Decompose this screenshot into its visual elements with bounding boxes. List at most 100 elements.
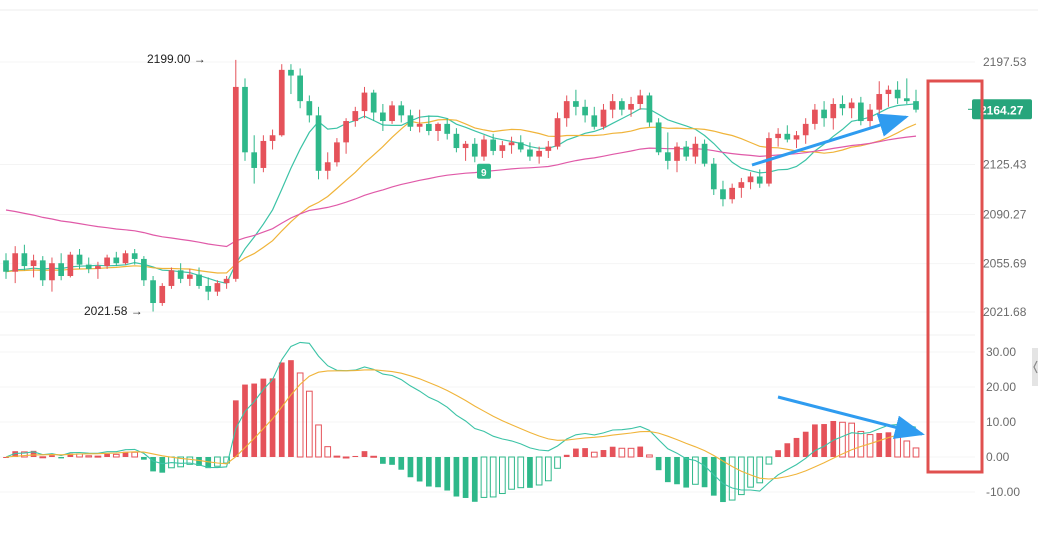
candle-body bbox=[95, 266, 101, 269]
price-axis-tick-label: 2125.43 bbox=[983, 158, 1027, 172]
last-price-tag-bg bbox=[972, 99, 1032, 120]
macd-bar bbox=[866, 434, 874, 458]
macd-bar bbox=[205, 457, 212, 469]
candlestick-series bbox=[3, 59, 919, 312]
candle-body bbox=[39, 260, 46, 281]
candle bbox=[177, 263, 184, 284]
candle bbox=[913, 89, 919, 113]
macd-bar bbox=[288, 360, 294, 457]
highlight-box bbox=[926, 79, 984, 474]
macd-bar bbox=[305, 390, 313, 458]
candle-body bbox=[554, 118, 561, 147]
candle bbox=[232, 59, 239, 282]
candle-body bbox=[462, 143, 469, 149]
candle-body bbox=[839, 103, 846, 109]
candle-body bbox=[867, 109, 873, 122]
low-annotation: 2021.58 → bbox=[84, 304, 143, 318]
macd-bar bbox=[435, 457, 441, 488]
candle-body bbox=[490, 139, 497, 151]
candle bbox=[738, 177, 745, 198]
candle bbox=[582, 99, 588, 123]
candle-body bbox=[232, 86, 239, 279]
candle-body bbox=[812, 109, 818, 124]
macd-bar bbox=[720, 457, 726, 503]
candle bbox=[380, 103, 386, 131]
macd-bar bbox=[508, 456, 515, 490]
macd-bar bbox=[600, 450, 607, 457]
candle bbox=[122, 250, 129, 265]
macd-bar bbox=[94, 455, 102, 458]
candle-body bbox=[67, 254, 74, 277]
macd-bar bbox=[296, 372, 304, 458]
macd-bar bbox=[104, 453, 110, 457]
candle bbox=[481, 135, 487, 161]
macd-bar bbox=[637, 446, 644, 457]
macd-bar bbox=[747, 456, 754, 488]
macd-bar bbox=[425, 457, 432, 487]
macd-bar bbox=[186, 456, 194, 465]
macd-bar bbox=[527, 457, 533, 488]
candle bbox=[499, 140, 506, 159]
macd-bar bbox=[242, 384, 248, 457]
macd-dif-line bbox=[5, 341, 917, 492]
candle-body bbox=[334, 142, 340, 163]
candle-body bbox=[104, 257, 110, 267]
candle bbox=[876, 81, 883, 119]
candle-body bbox=[527, 149, 533, 157]
collapse-handle[interactable] bbox=[1032, 348, 1038, 386]
collapse-handle-bg[interactable] bbox=[1032, 348, 1038, 386]
candle bbox=[747, 172, 754, 190]
candle-body bbox=[674, 146, 680, 161]
candle-body bbox=[315, 115, 322, 171]
macd-axis-tick-label: 20.00 bbox=[986, 380, 1016, 394]
macd-bar bbox=[471, 457, 478, 502]
macd-bar bbox=[159, 457, 166, 473]
candle bbox=[793, 130, 800, 149]
candle-body bbox=[738, 182, 745, 188]
candle bbox=[85, 257, 92, 274]
chevron-left-icon[interactable] bbox=[1033, 360, 1038, 374]
candle bbox=[352, 106, 359, 127]
candle-body bbox=[664, 152, 671, 161]
candle bbox=[407, 109, 414, 131]
candle-body bbox=[591, 115, 598, 127]
candle bbox=[306, 95, 313, 123]
candle-body bbox=[646, 95, 653, 123]
candle-body bbox=[49, 263, 55, 281]
candle-body bbox=[619, 101, 625, 110]
candle bbox=[269, 129, 276, 150]
candle bbox=[389, 101, 395, 124]
candle bbox=[288, 64, 294, 95]
macd-bar bbox=[39, 456, 47, 459]
macd-bar bbox=[821, 424, 827, 457]
candle-body bbox=[628, 103, 634, 110]
macd-bar bbox=[315, 424, 322, 458]
candle-body bbox=[352, 111, 359, 122]
candle bbox=[343, 118, 349, 154]
candle bbox=[251, 135, 258, 184]
candle bbox=[894, 81, 901, 104]
macd-axis-tick-label: 30.00 bbox=[986, 345, 1016, 359]
macd-bar bbox=[269, 378, 276, 457]
candle bbox=[848, 98, 855, 119]
candle bbox=[113, 251, 120, 267]
candle-body bbox=[205, 285, 212, 292]
candle bbox=[39, 256, 46, 286]
candle bbox=[444, 118, 451, 140]
candle-body bbox=[793, 135, 800, 140]
macd-bar bbox=[517, 456, 525, 489]
macd-dea-line bbox=[5, 369, 917, 480]
candle-marker: 9 bbox=[477, 163, 491, 179]
macd-bar bbox=[380, 457, 386, 464]
macd-bar bbox=[627, 447, 635, 458]
candle-body bbox=[416, 123, 423, 127]
candle-body bbox=[821, 109, 827, 119]
macd-bar bbox=[812, 424, 818, 457]
price-grid bbox=[0, 61, 975, 313]
candle bbox=[315, 106, 322, 180]
candle bbox=[784, 125, 791, 143]
candle bbox=[517, 135, 524, 153]
macd-bar bbox=[756, 456, 764, 484]
candle-body bbox=[131, 253, 138, 259]
